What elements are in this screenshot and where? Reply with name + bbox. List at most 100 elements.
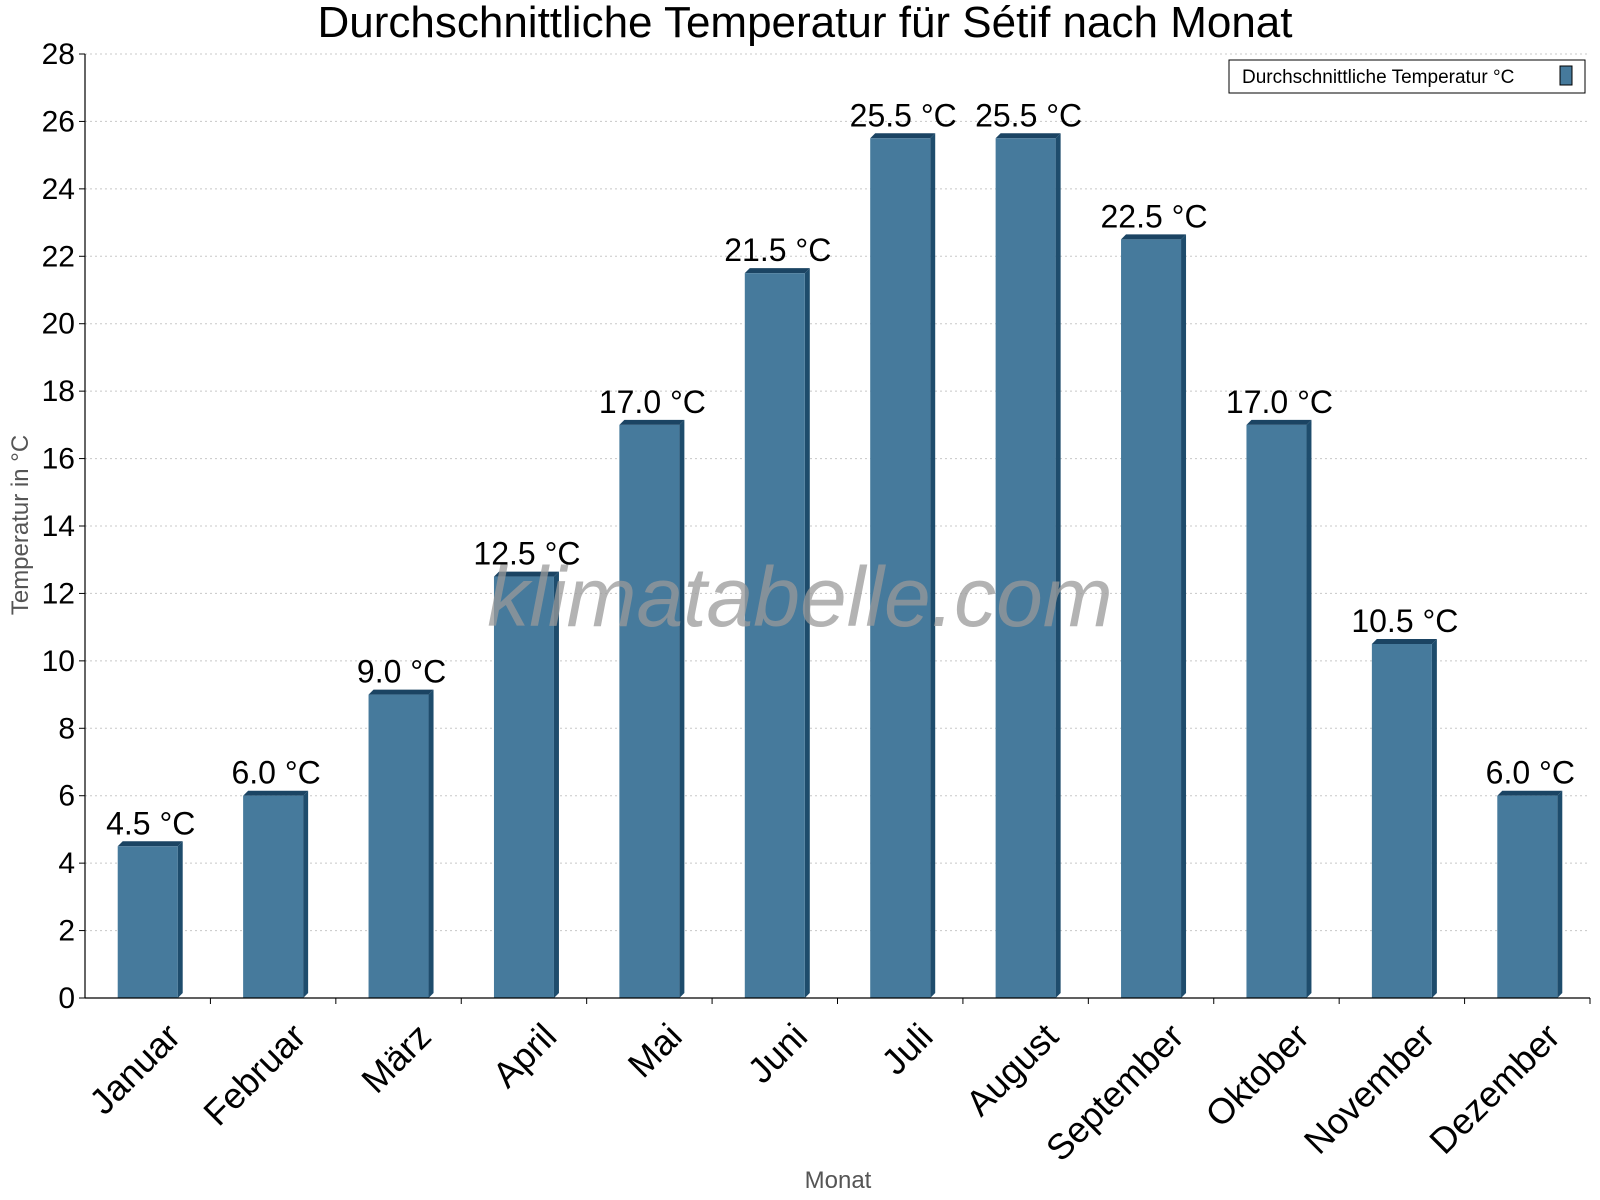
legend: Durchschnittliche Temperatur °C xyxy=(1228,59,1586,94)
bar-side-dezember xyxy=(1557,790,1563,998)
y-tick-label-6: 6 xyxy=(58,780,75,813)
bar-januar xyxy=(117,841,183,998)
bar-mai xyxy=(619,419,685,998)
y-tick-label-28: 28 xyxy=(42,38,75,71)
x-axis-title: Monat xyxy=(805,1167,872,1194)
grid-layer xyxy=(85,53,1590,932)
bar-top-mai xyxy=(619,419,685,425)
bar-side-august xyxy=(1055,133,1061,999)
y-tick-label-18: 18 xyxy=(42,375,75,408)
watermark: klimatabelle.com xyxy=(487,550,1113,644)
x-tick-label-april: April xyxy=(484,1015,564,1095)
bar-dezember xyxy=(1497,790,1563,998)
value-label-juli: 25.5 °C xyxy=(850,97,957,133)
x-tick-label-juni: Juni xyxy=(739,1015,815,1091)
y-tick-label-0: 0 xyxy=(58,982,75,1015)
bars-layer xyxy=(117,133,1563,999)
value-label-juni: 21.5 °C xyxy=(724,232,831,268)
bar-side-november xyxy=(1431,639,1437,998)
bar-front-oktober xyxy=(1246,424,1307,998)
y-tick-label-26: 26 xyxy=(42,105,75,138)
value-label-april: 12.5 °C xyxy=(473,536,580,572)
x-tick-label-oktober: Oktober xyxy=(1197,1015,1317,1135)
bar-top-oktober xyxy=(1246,419,1312,425)
y-tick-label-16: 16 xyxy=(42,443,75,476)
bar-side-oktober xyxy=(1306,419,1312,998)
y-tick-label-10: 10 xyxy=(42,645,75,678)
bar-front-mai xyxy=(619,424,680,998)
value-label-märz: 9.0 °C xyxy=(357,654,446,690)
bar-front-april xyxy=(493,576,554,998)
x-tick-label-februar: Februar xyxy=(195,1015,313,1133)
bar-front-november xyxy=(1371,644,1432,998)
value-label-mai: 17.0 °C xyxy=(599,384,706,420)
bar-top-november xyxy=(1371,639,1437,644)
bar-side-märz xyxy=(428,689,434,998)
value-label-september: 22.5 °C xyxy=(1101,198,1208,234)
x-tick-label-juli: Juli xyxy=(873,1015,940,1082)
bar-juli xyxy=(870,133,936,999)
bar-top-juli xyxy=(870,133,936,139)
y-tick-label-2: 2 xyxy=(58,915,75,948)
x-tick-label-november: November xyxy=(1296,1015,1442,1161)
bar-front-september xyxy=(1121,239,1182,998)
bar-front-august xyxy=(995,138,1056,999)
y-axis-title: Temperatur in °C xyxy=(7,435,34,615)
bar-side-september xyxy=(1181,234,1187,998)
chart-title: Durchschnittliche Temperatur für Sétif n… xyxy=(318,0,1293,47)
value-label-oktober: 17.0 °C xyxy=(1226,384,1333,420)
y-tick-label-12: 12 xyxy=(42,577,75,610)
bar-top-juni xyxy=(744,268,810,274)
bar-august xyxy=(995,133,1061,999)
x-tick-label-dezember: Dezember xyxy=(1421,1015,1567,1161)
value-label-november: 10.5 °C xyxy=(1351,603,1458,639)
bar-juni xyxy=(744,268,810,999)
bar-front-juni xyxy=(744,273,805,999)
value-label-august: 25.5 °C xyxy=(975,97,1082,133)
bar-side-juli xyxy=(930,133,936,999)
bar-märz xyxy=(368,689,434,998)
y-tick-label-24: 24 xyxy=(42,173,75,206)
y-tick-label-8: 8 xyxy=(58,712,75,745)
bar-februar xyxy=(243,790,309,998)
y-tick-label-4: 4 xyxy=(58,847,75,880)
value-label-januar: 4.5 °C xyxy=(106,805,195,841)
x-tick-label-januar: Januar xyxy=(81,1015,188,1122)
value-label-februar: 6.0 °C xyxy=(231,755,320,791)
bar-side-mai xyxy=(679,419,685,998)
x-tick-label-märz: März xyxy=(353,1015,439,1101)
bar-front-februar xyxy=(243,795,304,998)
bar-top-dezember xyxy=(1497,790,1563,796)
bar-front-juli xyxy=(870,138,931,999)
bar-top-januar xyxy=(117,841,183,847)
x-tick-label-september: September xyxy=(1038,1015,1192,1169)
value-label-dezember: 6.0 °C xyxy=(1486,755,1575,791)
bar-top-märz xyxy=(368,689,434,695)
bar-top-april xyxy=(493,571,559,577)
bar-side-februar xyxy=(303,790,309,998)
x-tick-label-mai: Mai xyxy=(620,1015,690,1085)
bar-front-januar xyxy=(117,846,178,998)
bar-side-januar xyxy=(177,841,183,998)
bar-side-juni xyxy=(804,268,810,999)
bar-top-august xyxy=(995,133,1061,139)
y-tick-label-22: 22 xyxy=(42,240,75,273)
bar-front-märz xyxy=(368,694,429,998)
x-tick-label-august: August xyxy=(958,1015,1066,1123)
bar-november xyxy=(1371,639,1437,998)
bar-april xyxy=(493,571,559,998)
bar-top-september xyxy=(1121,234,1187,240)
bar-side-april xyxy=(553,571,559,998)
legend-label: Durchschnittliche Temperatur °C xyxy=(1242,67,1514,88)
bar-oktober xyxy=(1246,419,1312,998)
legend-swatch xyxy=(1559,65,1573,86)
bar-top-februar xyxy=(243,790,309,796)
bar-september xyxy=(1121,234,1187,998)
bar-front-dezember xyxy=(1497,795,1558,998)
y-tick-label-14: 14 xyxy=(42,510,75,543)
legend-box xyxy=(1228,59,1586,94)
y-tick-label-20: 20 xyxy=(42,308,75,341)
